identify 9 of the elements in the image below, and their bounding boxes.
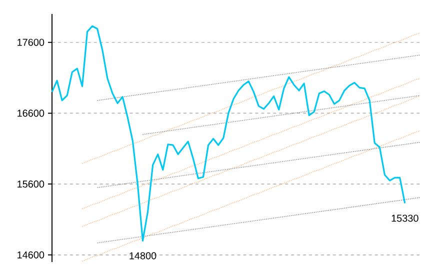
annotation: 14800 [130,252,156,260]
y-tick-label: 15600 [18,180,44,188]
y-tick-label: 14600 [18,251,44,258]
line-series [96,197,420,244]
annotation: 15330 [392,214,418,222]
y-tick-label: 16600 [18,110,44,117]
line-series [82,96,420,227]
line-series [96,54,420,101]
y-tick-label: 17600 [18,38,44,46]
